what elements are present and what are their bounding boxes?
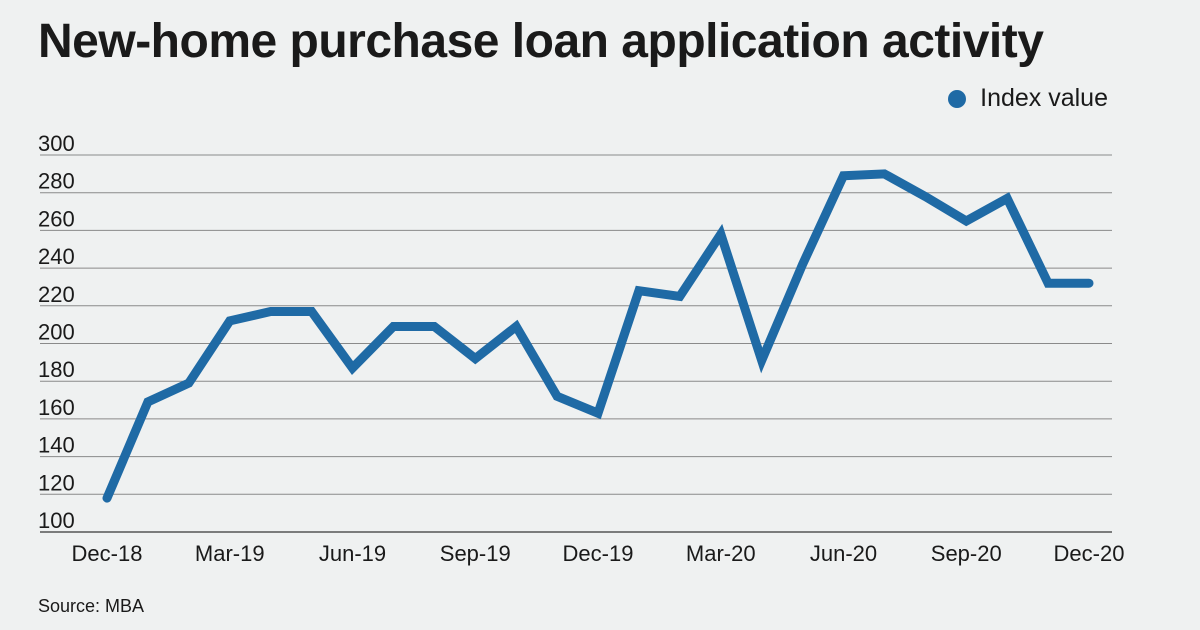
x-tick-label: Sep-19 <box>440 541 511 566</box>
x-tick-label: Dec-20 <box>1054 541 1125 566</box>
legend: Index value <box>948 84 1108 113</box>
y-tick-label: 120 <box>38 470 75 495</box>
y-tick-label: 240 <box>38 244 75 269</box>
y-tick-label: 280 <box>38 169 75 194</box>
y-axis-ticks: 300 280 260 240 220 200 180 160 140 120 100 <box>38 131 75 533</box>
x-tick-label: Jun-19 <box>319 541 386 566</box>
y-tick-label: 180 <box>38 357 75 382</box>
x-tick-label: Sep-20 <box>931 541 1002 566</box>
legend-label: Index value <box>980 84 1108 112</box>
x-tick-label: Dec-19 <box>563 541 634 566</box>
y-tick-label: 300 <box>38 131 75 156</box>
x-tick-label: Mar-19 <box>195 541 265 566</box>
series-layer <box>102 169 1094 503</box>
source-note: Source: MBA <box>38 596 145 616</box>
x-tick-label: Jun-20 <box>810 541 877 566</box>
legend-marker <box>948 89 967 108</box>
y-tick-label: 260 <box>38 206 75 231</box>
x-axis-ticks: Dec-18 Mar-19 Jun-19 Sep-19 Dec-19 Mar-20 Jun-… <box>72 541 1125 566</box>
series-line-index-value <box>102 169 1094 503</box>
y-tick-label: 200 <box>38 320 75 345</box>
x-tick-label: Mar-20 <box>686 541 756 566</box>
y-tick-label: 160 <box>38 395 75 420</box>
y-tick-label: 140 <box>38 433 75 458</box>
y-tick-label: 220 <box>38 282 75 307</box>
y-tick-label: 100 <box>38 508 75 533</box>
chart-title: New-home purchase loan application activ… <box>38 15 1044 68</box>
x-tick-label: Dec-18 <box>72 541 143 566</box>
